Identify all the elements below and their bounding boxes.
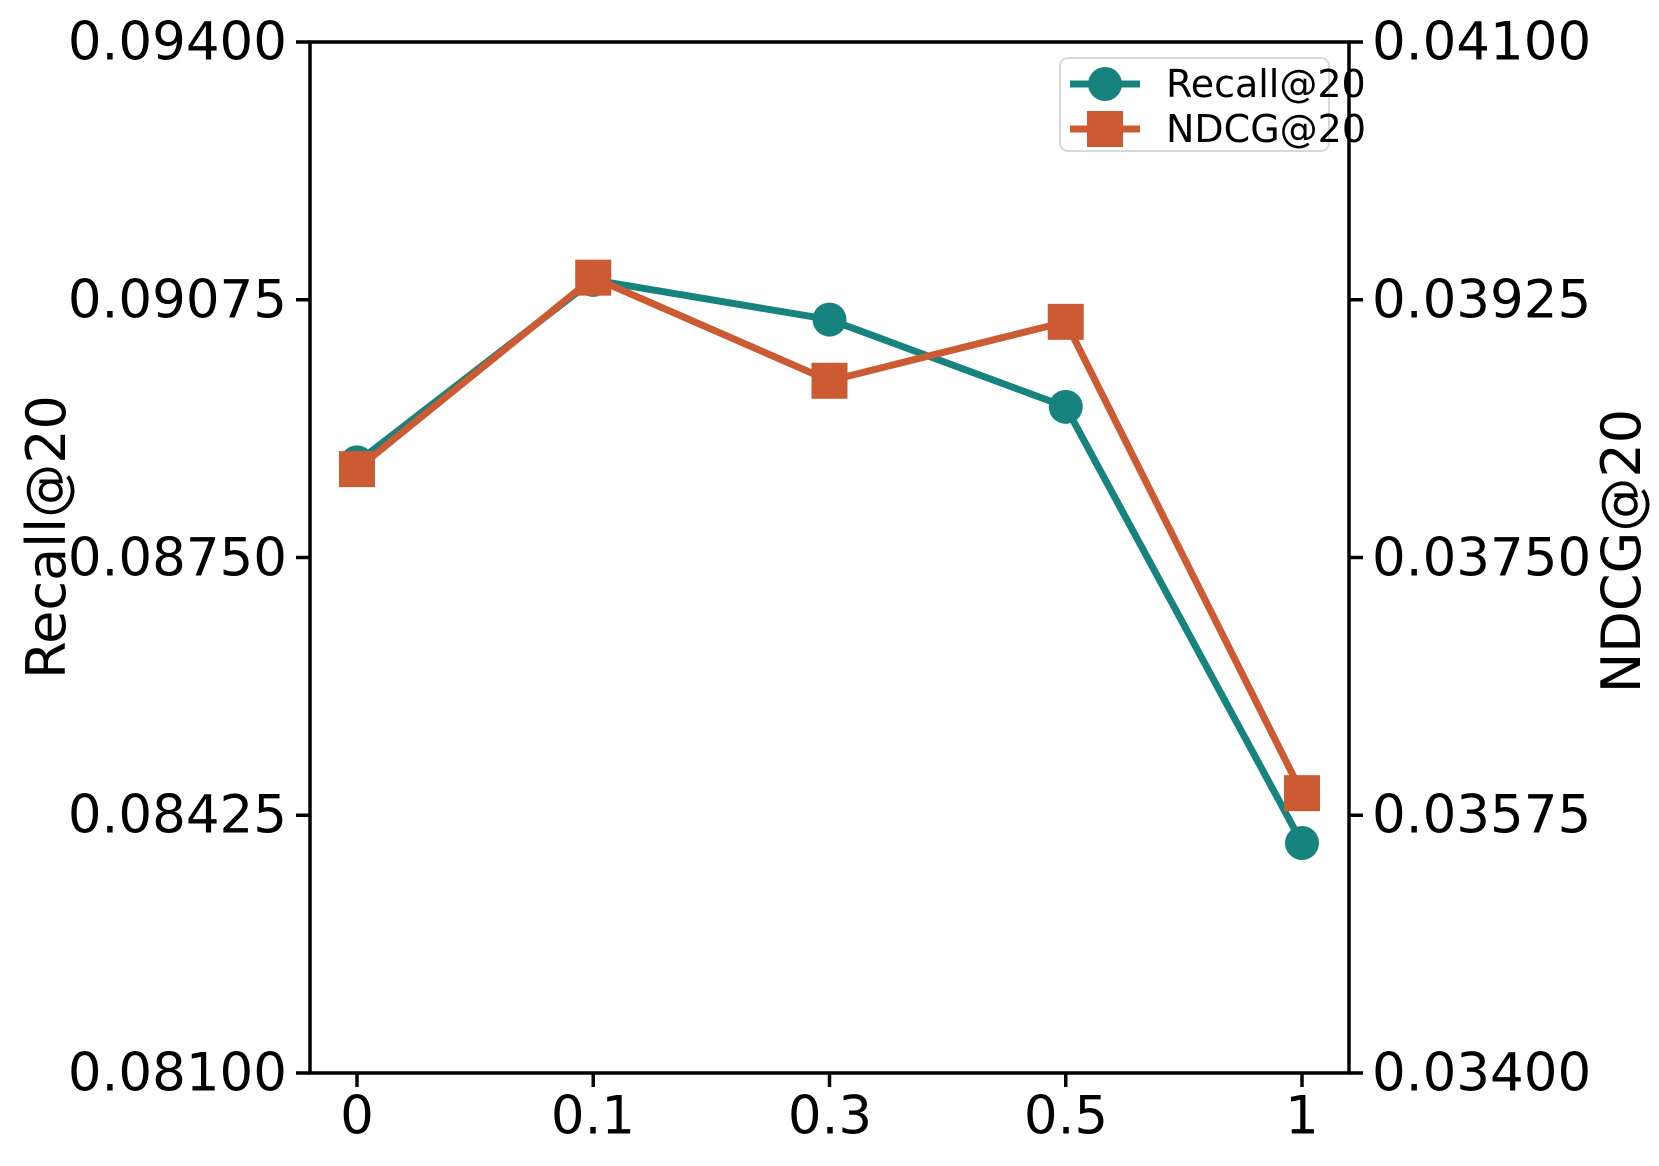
x-tick-label-0: 0 [340,1085,374,1147]
recall-data-point [812,302,847,337]
ndcg-data-point [339,451,375,488]
ndcg-data-point [1047,303,1084,340]
y-tick-label-right-3: 0.03575 [1372,784,1592,846]
plot-border [308,40,1351,1075]
y-tick-label-right-2: 0.03750 [1372,527,1592,589]
y-tick-label-left-4: 0.08100 [67,1042,287,1104]
recall-data-point [1285,826,1319,861]
recall-data-point [1048,389,1083,424]
ndcg-line-marker-icon [1070,110,1140,147]
y-tick-label-left-1: 0.09075 [67,269,287,331]
recall-line-marker-icon [1070,66,1140,101]
legend-entry-ndcg: NDCG@20 [1070,106,1366,151]
ndcg-data-point [811,362,848,399]
right-axis-title: NDCG@20 [1590,408,1653,694]
y-tick-label-right-4: 0.03400 [1372,1042,1592,1104]
x-tick-label-1: 0.1 [550,1085,636,1147]
ndcg-data-point [575,259,612,296]
y-tick-label-right-1: 0.03925 [1372,269,1592,331]
legend: Recall@20 NDCG@20 [1059,57,1366,152]
y-tick-label-right-0: 0.04100 [1372,11,1592,73]
legend-entry-recall: Recall@20 [1070,61,1366,106]
y-tick-label-left-2: 0.08750 [67,527,287,589]
y-tick-label-left-0: 0.09400 [67,11,287,73]
left-axis-title: Recall@20 [15,395,78,679]
x-tick-label-2: 0.3 [787,1085,873,1147]
x-tick-label-3: 0.5 [1023,1085,1109,1147]
ndcg-series-line [354,274,1306,795]
x-tick-label-4: 1 [1285,1085,1319,1147]
legend-label-ndcg: NDCG@20 [1166,106,1367,151]
ndcg-data-point [1284,775,1320,812]
y-tick-label-left-3: 0.08425 [67,784,287,846]
legend-label-recall: Recall@20 [1166,61,1366,106]
